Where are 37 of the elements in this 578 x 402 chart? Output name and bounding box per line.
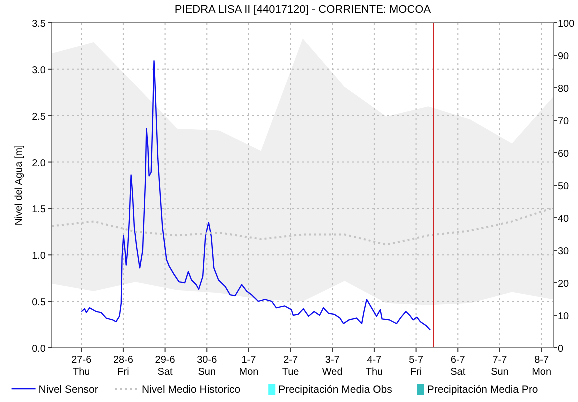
y2-tick-label: 30 xyxy=(558,246,570,258)
legend-label: Nivel Sensor xyxy=(38,384,99,396)
x-tick-label: 1-7 Mon xyxy=(239,355,259,378)
x-tick-label: 27-6 Thu xyxy=(72,355,92,378)
x-tick-label: 8-7 Mon xyxy=(532,355,552,378)
y-tick-label: 3.5 xyxy=(32,19,46,30)
x-tick-label: 6-7 Sat xyxy=(450,355,466,378)
y-tick-label: 0.5 xyxy=(32,298,46,309)
legend-label: Precipitación Media Pro xyxy=(427,384,538,396)
legend-label: Nivel Medio Historico xyxy=(142,384,241,396)
y-axis-title: Nivel del Agua [m] xyxy=(14,144,25,226)
y2-tick-label: 50 xyxy=(558,182,570,192)
y2-tick-label: 10 xyxy=(558,312,570,322)
x-tick-label: 5-7 Fri xyxy=(409,355,424,378)
y2-tick-label: 60 xyxy=(558,149,570,160)
x-tick-label: 2-7 Tue xyxy=(282,355,300,378)
y2-tick-label: 0 xyxy=(558,344,564,355)
y-tick-label: 0.0 xyxy=(32,344,46,355)
y2-tick-label: 70 xyxy=(558,116,570,128)
y2-tick-label: 20 xyxy=(558,279,570,290)
y2-tick-label: 90 xyxy=(558,52,570,62)
chart-title: PIEDRA LISA II [44017120] - CORRIENTE: MOCOA xyxy=(174,4,432,16)
y2-tick-label: 100 xyxy=(558,19,576,30)
x-tick-label: 30-6 Sun xyxy=(197,355,218,378)
y-tick-label: 2.0 xyxy=(32,158,46,170)
x-tick-label: 28-6 Fri xyxy=(113,355,134,378)
y-tick-label: 3.0 xyxy=(32,65,46,76)
y2-tick-label: 40 xyxy=(558,214,570,225)
y-tick-label: 2.5 xyxy=(32,112,46,123)
y-tick-label: 1.0 xyxy=(32,251,46,262)
x-tick-label: 29-6 Sat xyxy=(155,355,176,378)
y2-tick-label: 80 xyxy=(558,84,570,95)
x-tick-label: 4-7 Thu xyxy=(366,355,384,378)
x-tick-label: 7-7 Sun xyxy=(491,355,509,378)
legend-label: Precipitación Media Obs xyxy=(278,384,392,396)
x-tick-label: 3-7 Wed xyxy=(322,355,343,378)
y-tick-label: 1.5 xyxy=(32,204,46,216)
